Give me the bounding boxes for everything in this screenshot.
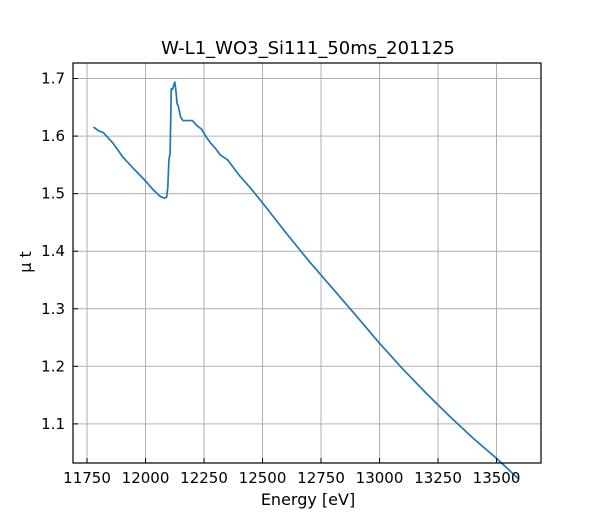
y-tick-label: 1.1 [41, 415, 65, 433]
y-tick-label: 1.7 [41, 70, 65, 88]
y-tick-label: 1.3 [41, 300, 65, 318]
x-tick-label: 11750 [63, 469, 111, 487]
tick-layer: 11750 12000 12250 12500 12750 13000 13250 13500… [41, 70, 520, 487]
plot-frame [72, 62, 542, 464]
x-tick-label: 12500 [239, 469, 287, 487]
y-tick-label: 1.6 [41, 127, 65, 145]
x-axis-label: Energy [eV] [261, 490, 355, 509]
x-tick-label: 12250 [180, 469, 228, 487]
grid-layer [73, 63, 541, 463]
y-tick-label: 1.5 [41, 185, 65, 203]
y-tick-label: 1.4 [41, 242, 65, 260]
x-tick-label: 12750 [297, 469, 345, 487]
x-tick-label: 13000 [356, 469, 404, 487]
y-tick-label: 1.2 [41, 357, 65, 375]
y-axis-label: μ t [16, 251, 35, 273]
series-line [93, 81, 519, 479]
chart-title: W-L1_WO3_Si111_50ms_201125 [161, 38, 455, 59]
x-tick-label: 13500 [473, 469, 521, 487]
x-tick-label: 13250 [414, 469, 462, 487]
x-tick-label: 12000 [122, 469, 170, 487]
series-layer [93, 81, 519, 479]
